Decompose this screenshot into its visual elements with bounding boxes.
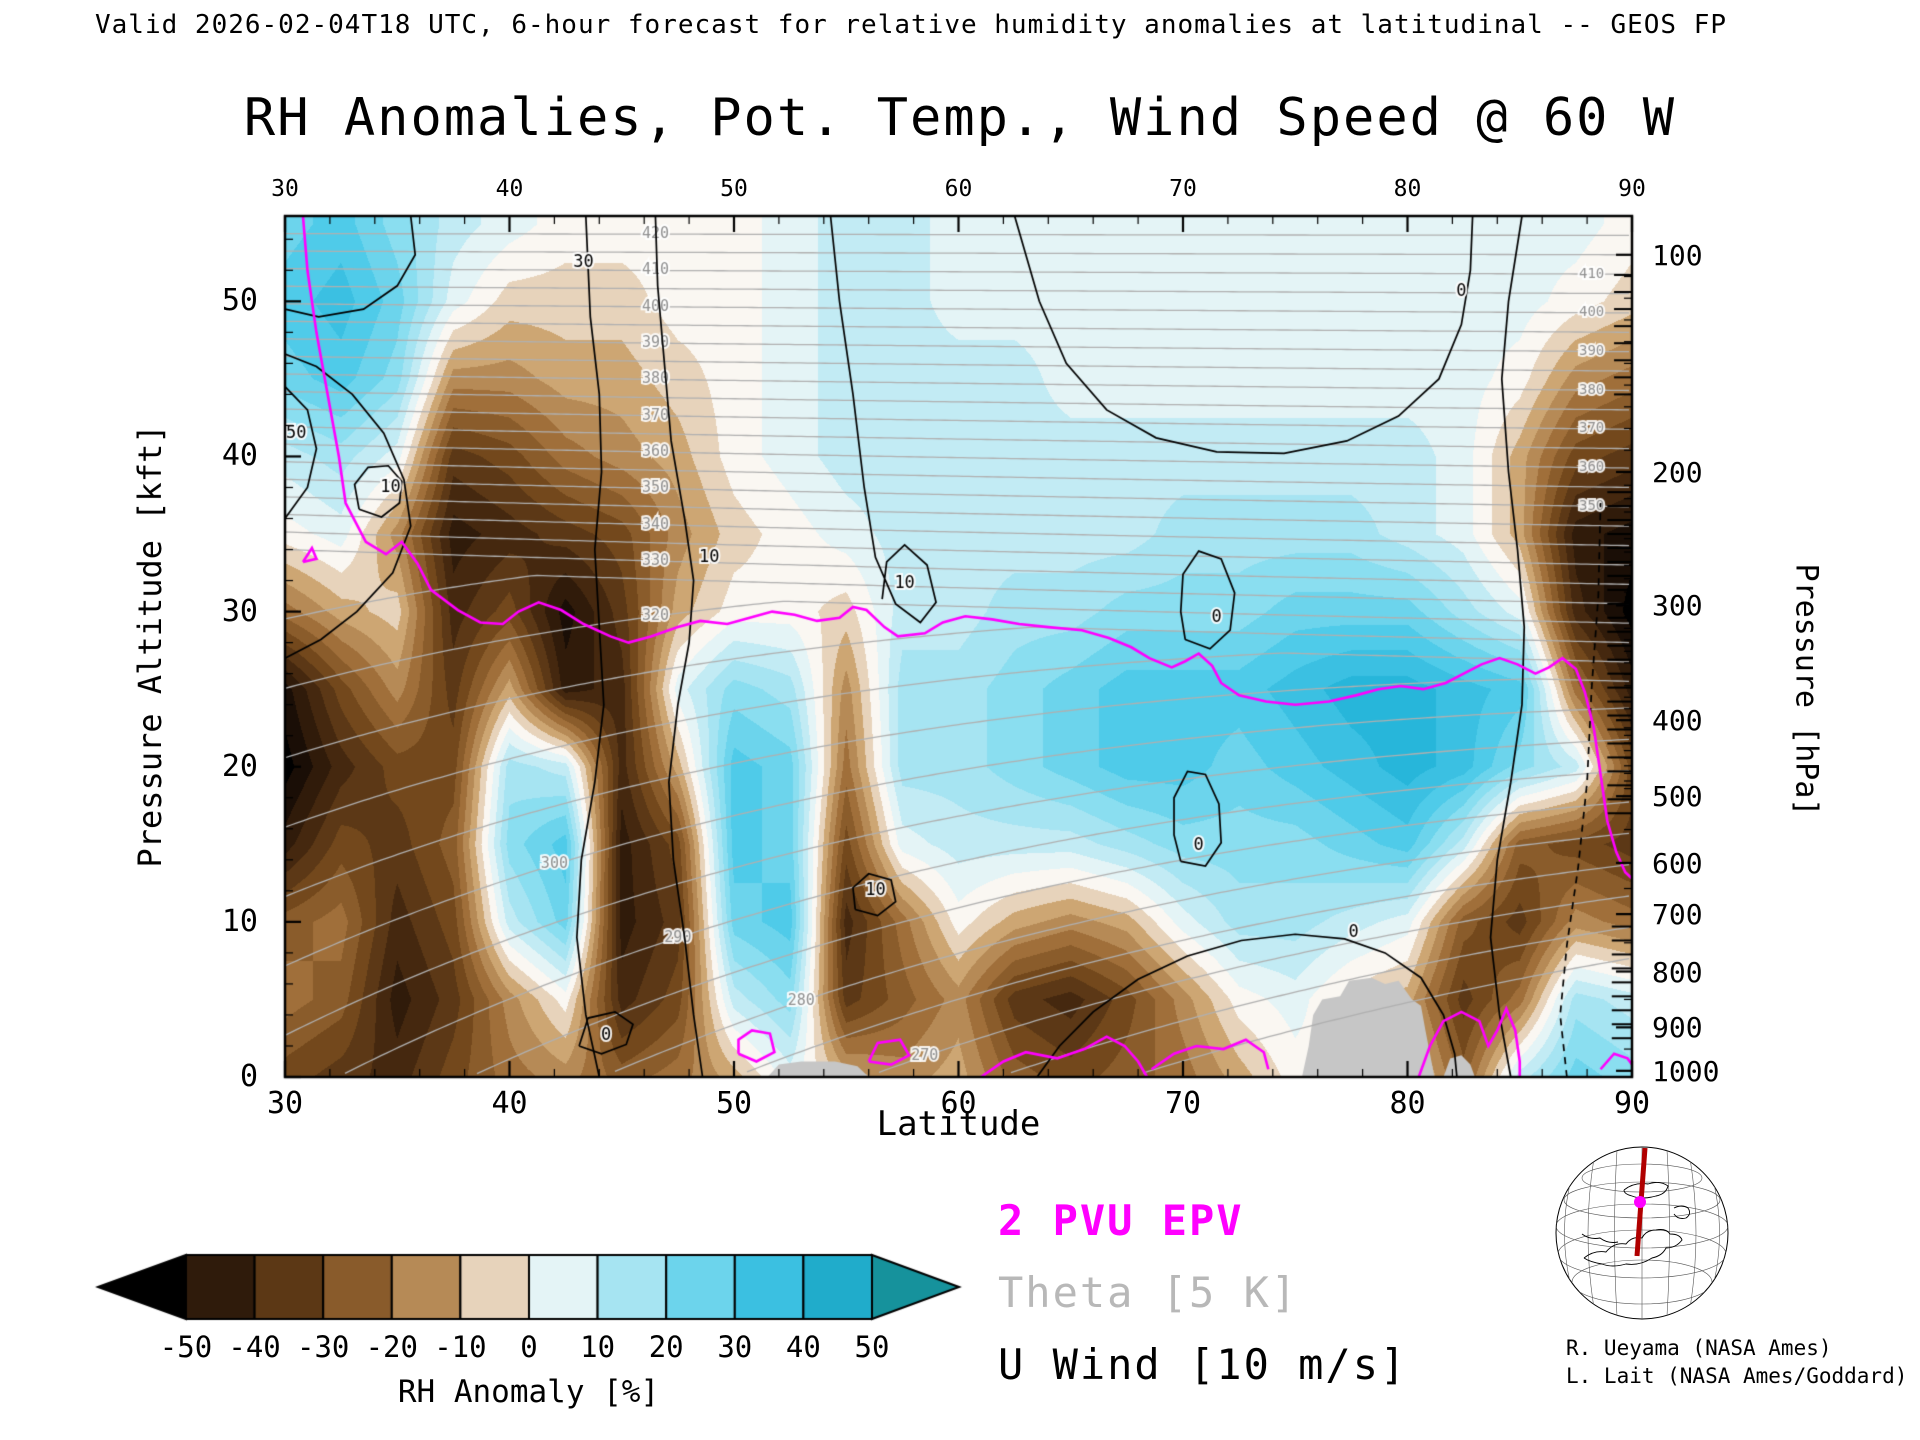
- map-marker-dot: [1634, 1196, 1646, 1208]
- y-right-axis-title: Pressure [hPa]: [1788, 563, 1824, 817]
- page-title: RH Anomalies, Pot. Temp., Wind Speed @ 6…: [243, 88, 1677, 148]
- colorbar-label: RH Anomaly [%]: [397, 1374, 660, 1410]
- y-left-axis-title: Pressure Altitude [kft]: [131, 424, 169, 868]
- x-axis-title: Latitude: [876, 1104, 1041, 1144]
- credit-line: L. Lait (NASA Ames/Goddard): [1566, 1364, 1908, 1388]
- location-map-inset: [1555, 1146, 1729, 1320]
- coastlines-icon: [1581, 1181, 1691, 1267]
- legend-u-wind: U Wind [10 m/s]: [998, 1340, 1408, 1389]
- legend-theta: Theta [5 K]: [998, 1268, 1299, 1317]
- valid-line: Valid 2026-02-04T18 UTC, 6-hour forecast…: [95, 10, 1728, 40]
- credit-line: R. Ueyama (NASA Ames): [1566, 1336, 1832, 1360]
- legend-pvu-epv: 2 PVU EPV: [998, 1196, 1244, 1245]
